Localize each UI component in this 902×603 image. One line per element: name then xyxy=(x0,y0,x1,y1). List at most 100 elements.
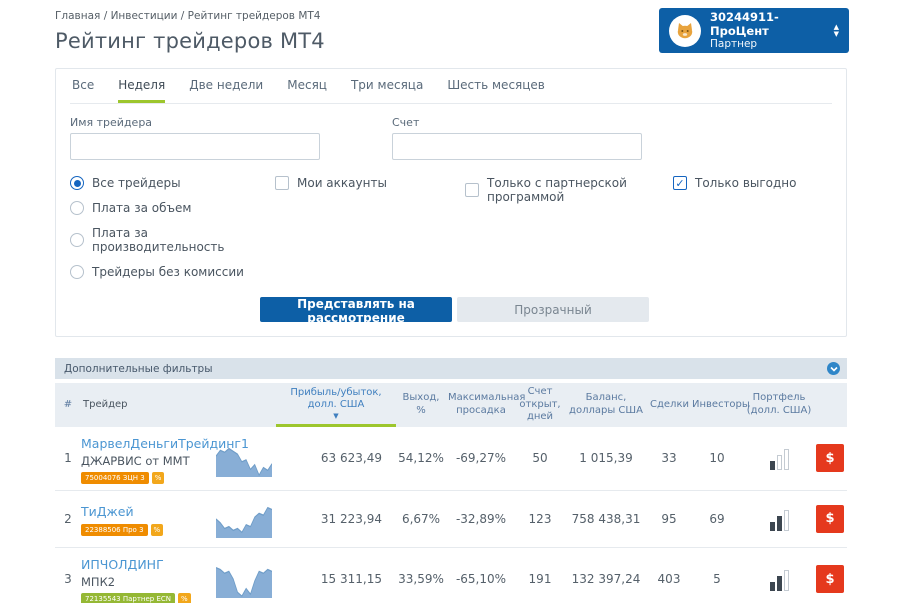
checkbox-label: Только выгодно xyxy=(695,176,797,190)
header-profit-sorted[interactable]: Прибыль/убыток, долл. США ▼ xyxy=(276,383,396,427)
header-exit[interactable]: Выход, % xyxy=(396,389,446,420)
percent-badge: % xyxy=(152,472,165,484)
checkbox-label: Мои аккаунты xyxy=(297,176,387,190)
radio-all-traders[interactable]: Все трейдеры xyxy=(70,176,275,190)
additional-filters-label: Дополнительные фильтры xyxy=(64,363,213,375)
tab-six-months[interactable]: Шесть месяцев xyxy=(447,78,545,103)
days-value: 191 xyxy=(516,572,564,586)
drawdown-value: -69,27% xyxy=(446,451,516,465)
radio-dot xyxy=(70,176,84,190)
profit-value: 15 311,15 xyxy=(276,572,396,586)
equity-sparkline xyxy=(216,500,276,538)
account-badge: 75004076 ЗЦН 3 xyxy=(81,472,149,484)
percent-badge: % xyxy=(178,593,191,603)
tab-three-months[interactable]: Три месяца xyxy=(351,78,423,103)
investors-value: 69 xyxy=(690,512,744,526)
equity-sparkline xyxy=(216,439,276,477)
header-balance[interactable]: Баланс, доллары США xyxy=(564,389,648,420)
table-row: 2 ТиДжей 22388506 Про 3 % 31 223,94 6,67… xyxy=(55,491,847,548)
cat-icon xyxy=(675,21,695,41)
exit-value: 33,59% xyxy=(396,572,446,586)
days-value: 50 xyxy=(516,451,564,465)
additional-filters-bar[interactable]: Дополнительные фильтры xyxy=(55,358,847,379)
invest-cell: $ xyxy=(814,505,847,533)
submit-button[interactable]: Представлять на рассмотрение xyxy=(260,297,452,322)
profit-value: 63 623,49 xyxy=(276,451,396,465)
transparent-button[interactable]: Прозрачный xyxy=(457,297,649,322)
portfolio-bars-icon xyxy=(744,567,814,591)
invest-button[interactable]: $ xyxy=(816,565,844,593)
page: Главная / Инвестиции / Рейтинг трейдеров… xyxy=(0,0,902,603)
exit-value: 6,67% xyxy=(396,512,446,526)
table-body: 1 МарвелДеньгиТрейдинг1 ДЖАРВИС от ММТ 7… xyxy=(55,427,847,603)
radio-dot xyxy=(70,233,84,247)
trader-name-label: Имя трейдера xyxy=(70,116,320,129)
checkbox-partner-program[interactable]: Только с партнерской программой xyxy=(465,176,673,204)
trader-name-link[interactable]: ТиДжей xyxy=(81,504,134,519)
checkbox-label: Только с партнерской программой xyxy=(487,176,673,204)
header-invest-spacer xyxy=(814,402,847,408)
portfolio-bar xyxy=(770,582,775,591)
trader-name-link[interactable]: ИПЧОЛДИНГ xyxy=(81,557,164,572)
sort-desc-icon: ▼ xyxy=(333,413,338,420)
radio-label: Плата за производительность xyxy=(92,226,275,254)
trader-name-input[interactable] xyxy=(70,133,320,160)
header-days[interactable]: Счет открыт, дней xyxy=(516,383,564,427)
radio-label: Трейдеры без комиссии xyxy=(92,265,244,279)
trader-cell: МарвелДеньгиТрейдинг1 ДЖАРВИС от ММТ 750… xyxy=(81,427,216,490)
account-field-group: Счет xyxy=(392,116,642,160)
header-deals[interactable]: Сделки xyxy=(648,396,690,415)
radio-pay-per-volume[interactable]: Плата за объем xyxy=(70,201,275,215)
period-tabs: Все Неделя Две недели Месяц Три месяца Ш… xyxy=(70,69,832,104)
chevron-down-icon[interactable] xyxy=(827,362,840,375)
checkbox-my-accounts[interactable]: Мои аккаунты xyxy=(275,176,465,190)
filter-actions: Представлять на рассмотрение Прозрачный xyxy=(260,297,832,322)
radio-dot xyxy=(70,265,84,279)
investors-value: 10 xyxy=(690,451,744,465)
account-name: 30244911-ПроЦент xyxy=(710,10,834,39)
drawdown-value: -65,10% xyxy=(446,572,516,586)
avatar xyxy=(669,15,701,47)
account-input[interactable] xyxy=(392,133,642,160)
checkbox-only-profitable[interactable]: Только выгодно xyxy=(673,176,832,190)
trader-type-radios: Все трейдеры Плата за объем Плата за про… xyxy=(70,176,275,279)
deals-value: 95 xyxy=(648,512,690,526)
tab-all[interactable]: Все xyxy=(72,78,94,103)
trader-strategy-name: ДЖАРВИС от ММТ xyxy=(81,454,216,468)
header-portfolio[interactable]: Портфель (долл. США) xyxy=(744,389,814,420)
invest-button[interactable]: $ xyxy=(816,505,844,533)
header-chart-spacer xyxy=(216,402,276,408)
trader-cell: ТиДжей 22388506 Про 3 % xyxy=(81,495,216,542)
trader-cell: ИПЧОЛДИНГ МПК2 72135543 Партнер ECN % xyxy=(81,548,216,603)
account-info: 30244911-ПроЦент Партнер xyxy=(710,10,834,52)
header-drawdown[interactable]: Максимальная просадка xyxy=(446,389,516,420)
tab-two-weeks[interactable]: Две недели xyxy=(189,78,263,103)
portfolio-bars-icon xyxy=(744,507,814,531)
account-selector[interactable]: 30244911-ПроЦент Партнер ▲▼ xyxy=(659,8,849,53)
portfolio-bars-icon xyxy=(744,446,814,470)
portfolio-bar xyxy=(777,576,782,591)
invest-button[interactable]: $ xyxy=(816,444,844,472)
equity-sparkline xyxy=(216,560,276,598)
portfolio-bar xyxy=(784,510,789,531)
tab-week[interactable]: Неделя xyxy=(118,78,165,103)
invest-cell: $ xyxy=(814,444,847,472)
portfolio-bar xyxy=(777,455,782,470)
balance-value: 1 015,39 xyxy=(564,451,648,465)
deals-value: 33 xyxy=(648,451,690,465)
table-row: 3 ИПЧОЛДИНГ МПК2 72135543 Партнер ECN % … xyxy=(55,548,847,603)
radio-no-commission[interactable]: Трейдеры без комиссии xyxy=(70,265,275,279)
radio-label: Плата за объем xyxy=(92,201,191,215)
radio-pay-per-performance[interactable]: Плата за производительность xyxy=(70,226,275,254)
header-trader: Трейдер xyxy=(81,396,216,415)
account-expand-icon: ▲▼ xyxy=(834,24,839,37)
investors-value: 5 xyxy=(690,572,744,586)
tab-month[interactable]: Месяц xyxy=(287,78,327,103)
header-rank: # xyxy=(55,396,81,415)
account-badge: 72135543 Партнер ECN xyxy=(81,593,175,603)
profit-value: 31 223,94 xyxy=(276,512,396,526)
balance-value: 758 438,31 xyxy=(564,512,648,526)
account-label: Счет xyxy=(392,116,642,129)
header-investors[interactable]: Инвесторы xyxy=(690,396,744,415)
trader-badges: 75004076 ЗЦН 3 % xyxy=(81,472,216,484)
